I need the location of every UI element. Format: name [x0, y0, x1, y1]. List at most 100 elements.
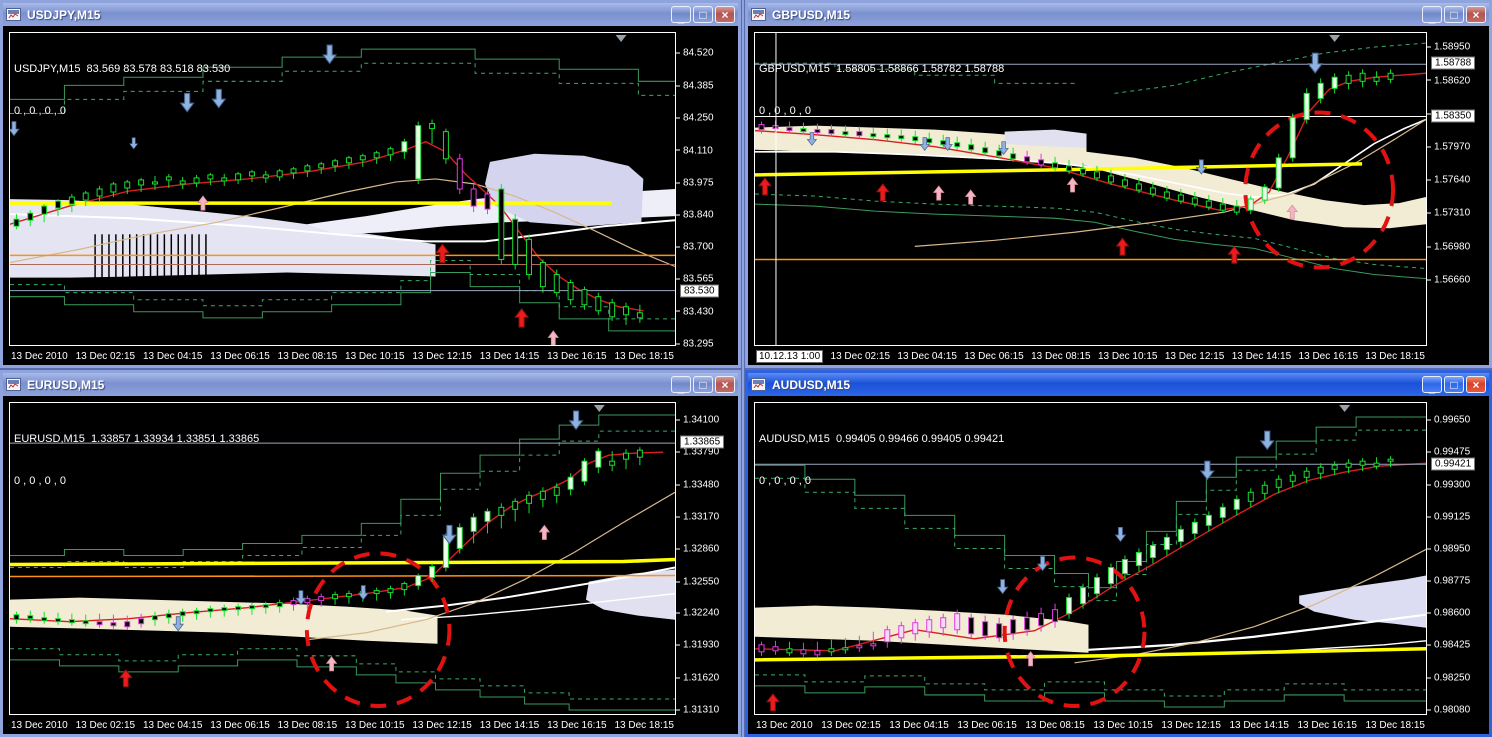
time-tick: 13 Dec 10:15: [1093, 719, 1153, 731]
chart-area[interactable]: USDJPY,M15 83.569 83.578 83.518 83.530 0…: [3, 26, 738, 365]
time-tick: 13 Dec 18:15: [1365, 350, 1425, 362]
price-tick: 84.520: [676, 48, 714, 59]
candlestick-chart: [10, 405, 675, 711]
time-tick: 13 Dec 18:15: [614, 350, 674, 362]
price-scale: 0.99650 0.99475 0.99300 0.99125 0.98950 0.987…: [1427, 402, 1489, 715]
price-tick: 0.99475: [1427, 447, 1470, 458]
titlebar[interactable]: AUDUSD,M15 _ □ ×: [748, 373, 1489, 396]
price-scale: 1.34100 1.33790 1.33480 1.33170 1.32860 1.325…: [676, 402, 738, 715]
time-tick: 13 Dec 16:15: [1297, 719, 1357, 731]
close-button[interactable]: ×: [1466, 376, 1486, 393]
time-tick: 13 Dec 2010: [11, 350, 68, 362]
price-tick: 83.565: [676, 274, 714, 285]
time-tick: 13 Dec 14:15: [479, 350, 540, 362]
price-tick: 1.34100: [676, 415, 719, 426]
price-tick: 1.31310: [676, 704, 719, 715]
minimize-button[interactable]: _: [1422, 6, 1442, 24]
price-tick: 1.32860: [676, 544, 719, 555]
time-tick: 13 Dec 2010: [756, 719, 813, 731]
window-title: AUDUSD,M15: [772, 377, 851, 392]
time-tick: 13 Dec 10:15: [345, 350, 405, 362]
chart-area[interactable]: AUDUSD,M15 0.99405 0.99466 0.99405 0.994…: [748, 396, 1489, 734]
current-price-box: 0.99421: [1431, 457, 1476, 471]
time-tick: 13 Dec 10:15: [1097, 350, 1158, 362]
price-tick: 0.98600: [1427, 608, 1470, 619]
current-price-box: 1.58350: [1431, 109, 1476, 123]
chart-icon: [6, 8, 22, 22]
time-tick: 13 Dec 06:15: [957, 719, 1017, 731]
time-tick: 13 Dec 12:15: [412, 350, 472, 362]
time-tick: 13 Dec 14:15: [1231, 350, 1292, 362]
price-tick: 0.98080: [1427, 704, 1470, 715]
window-usdjpy[interactable]: USDJPY,M15 _ □ × USDJPY,M15 83.569 83.57…: [0, 0, 741, 368]
time-tick: 13 Dec 12:15: [1164, 350, 1225, 362]
minimize-button[interactable]: _: [671, 6, 691, 24]
time-tick: 13 Dec 08:15: [277, 350, 338, 362]
window-gbpusd[interactable]: GBPUSD,M15 _ □ × GBPUSD,M15 1.58805 1.58…: [745, 0, 1492, 368]
price-tick: 83.295: [676, 338, 714, 349]
price-tick: 1.33170: [676, 512, 719, 523]
price-plot[interactable]: GBPUSD,M15 1.58805 1.58866 1.58782 1.587…: [754, 32, 1427, 346]
price-tick: 83.430: [676, 306, 714, 317]
window-controls: _ □ ×: [1422, 6, 1486, 24]
titlebar[interactable]: USDJPY,M15 _ □ ×: [3, 3, 738, 26]
price-tick: 1.58950: [1427, 42, 1470, 53]
window-title: EURUSD,M15: [27, 377, 105, 392]
price-tick: 1.33480: [676, 479, 719, 490]
time-tick: 13 Dec 14:15: [1229, 719, 1289, 731]
maximize-button[interactable]: □: [1444, 6, 1464, 23]
price-tick: 1.32240: [676, 608, 719, 619]
close-button[interactable]: ×: [715, 376, 735, 393]
chart-area[interactable]: GBPUSD,M15 1.58805 1.58866 1.58782 1.587…: [748, 26, 1489, 365]
time-tick: 13 Dec 06:15: [210, 719, 270, 731]
price-tick: 0.98250: [1427, 672, 1470, 683]
time-tick: 13 Dec 02:15: [75, 350, 136, 362]
time-tick: 13 Dec 14:15: [479, 719, 540, 731]
candlestick-chart: [755, 405, 1426, 712]
maximize-button[interactable]: □: [693, 6, 713, 23]
window-title: USDJPY,M15: [27, 7, 101, 22]
price-plot[interactable]: AUDUSD,M15 0.99405 0.99466 0.99405 0.994…: [754, 402, 1427, 715]
close-button[interactable]: ×: [1466, 6, 1486, 23]
price-tick: 1.31930: [676, 640, 719, 651]
maximize-button[interactable]: □: [1444, 376, 1464, 393]
price-scale: 1.589501.586201.582901.579701.576401.573…: [1427, 32, 1489, 346]
titlebar[interactable]: GBPUSD,M15 _ □ ×: [748, 3, 1489, 26]
minimize-button[interactable]: _: [671, 376, 691, 394]
close-button[interactable]: ×: [715, 6, 735, 23]
time-tick: 13 Dec 2010: [11, 719, 68, 731]
price-tick: 1.57310: [1427, 208, 1470, 219]
price-plot[interactable]: USDJPY,M15 83.569 83.578 83.518 83.530 0…: [9, 32, 676, 346]
candlestick-chart: [755, 33, 1426, 345]
time-tick: 13 Dec 06:15: [210, 350, 270, 362]
time-tick: 13 Dec 02:15: [821, 719, 881, 731]
time-tick: 13 Dec 08:15: [277, 719, 338, 731]
time-tick: 13 Dec 12:15: [412, 719, 472, 731]
price-tick: 83.840: [676, 210, 714, 221]
price-tick: 0.98950: [1427, 544, 1470, 555]
time-scale: 13 Dec 2010 13 Dec 02:15 13 Dec 04:15 13 De…: [9, 348, 676, 364]
price-tick: 1.58620: [1427, 75, 1470, 86]
price-tick: 84.385: [676, 80, 714, 91]
time-scale: 13 Dec 2010 13 Dec 02:15 13 Dec 04:15 13 De…: [754, 717, 1427, 733]
chart-area[interactable]: EURUSD,M15 1.33857 1.33934 1.33851 1.338…: [3, 396, 738, 734]
time-tick: 13 Dec 12:15: [1161, 719, 1221, 731]
minimize-button[interactable]: _: [1422, 376, 1442, 394]
titlebar[interactable]: EURUSD,M15 _ □ ×: [3, 373, 738, 396]
price-tick: 1.32550: [676, 576, 719, 587]
price-tick: 83.975: [676, 177, 714, 188]
price-tick: 84.250: [676, 113, 714, 124]
chart-icon: [751, 8, 767, 22]
window-audusd[interactable]: AUDUSD,M15 _ □ × AUDUSD,M15 0.99405 0.99…: [745, 370, 1492, 737]
time-tick: 13 Dec 04:15: [889, 719, 949, 731]
price-tick: 1.33790: [676, 447, 719, 458]
price-plot[interactable]: EURUSD,M15 1.33857 1.33934 1.33851 1.338…: [9, 402, 676, 715]
current-price-box: 1.33865: [680, 435, 725, 449]
maximize-button[interactable]: □: [693, 376, 713, 393]
price-tick: 84.110: [676, 145, 713, 156]
window-eurusd[interactable]: EURUSD,M15 _ □ × EURUSD,M15 1.33857 1.33…: [0, 370, 741, 737]
time-scale: 10.12.13 1:00 13 Dec 02:15 13 Dec 04:15 13 …: [754, 348, 1427, 364]
price-tick: 1.56660: [1427, 275, 1470, 286]
price-tick: 0.98425: [1427, 640, 1470, 651]
